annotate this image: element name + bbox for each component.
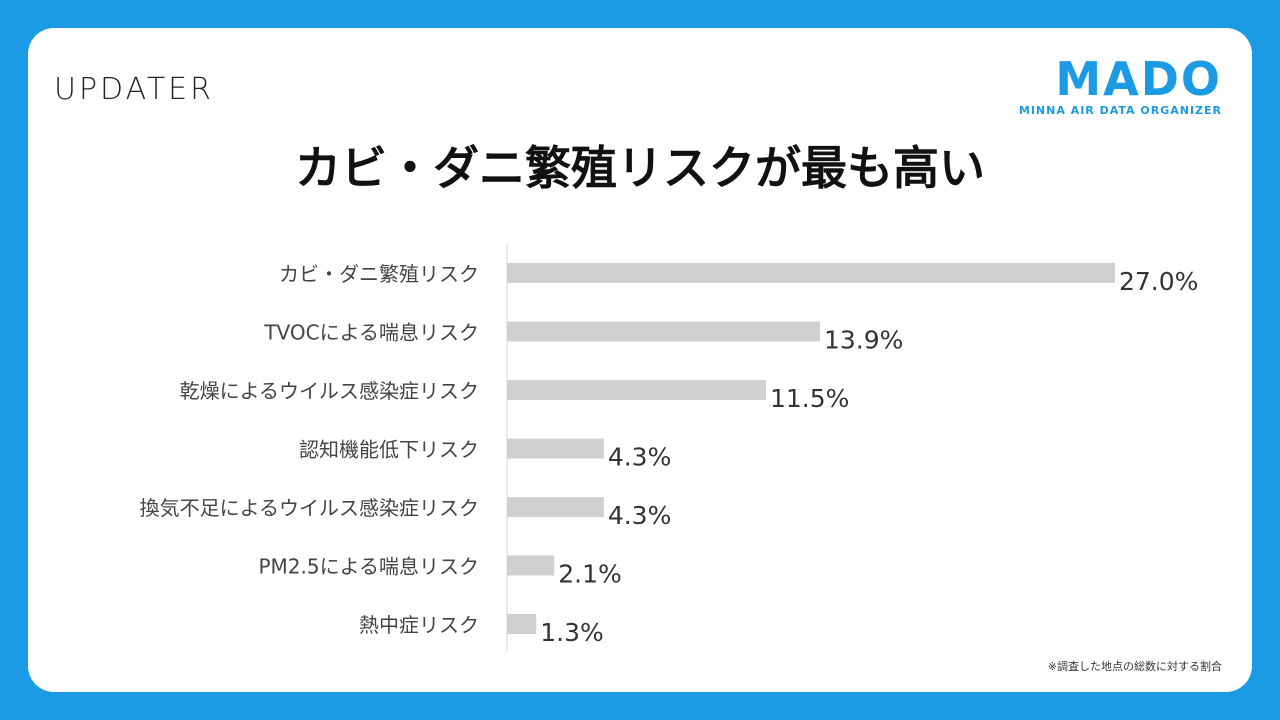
category-label: 換気不足によるウイルス感染症リスク — [140, 496, 479, 520]
category-label: 熱中症リスク — [359, 613, 479, 637]
mado-logo-tagline: MINNA AIR DATA ORGANIZER — [1018, 104, 1222, 117]
bar — [507, 614, 537, 634]
bar — [507, 438, 604, 459]
category-label: TVOCによる喘息リスク — [263, 321, 479, 345]
value-label: 4.3% — [608, 501, 672, 530]
category-label: カビ・ダニ繁殖リスク — [279, 262, 479, 286]
bar — [507, 263, 1115, 283]
value-label: 4.3% — [608, 443, 672, 472]
chart-title: カビ・ダニ繁殖リスクが最も高い — [295, 141, 985, 195]
updater-logo: UPDATER — [54, 72, 214, 107]
bar — [507, 321, 821, 342]
category-label: 乾燥によるウイルス感染症リスク — [180, 379, 479, 403]
value-label: 11.5% — [770, 384, 849, 413]
bar — [507, 380, 766, 400]
value-label: 27.0% — [1119, 267, 1198, 296]
mado-logo-word: MADO — [1055, 52, 1222, 106]
footnote: ※調査した地点の総数に対する割合 — [1047, 660, 1222, 673]
value-label: 1.3% — [540, 618, 604, 647]
chart-card: UPDATER MADO MINNA AIR DATA ORGANIZER カビ… — [28, 28, 1252, 692]
bar — [507, 497, 604, 517]
value-label: 2.1% — [558, 560, 622, 589]
category-label: PM2.5による喘息リスク — [258, 555, 479, 579]
category-label: 認知機能低下リスク — [299, 438, 479, 462]
value-label: 13.9% — [824, 326, 903, 355]
mado-logo: MADO MINNA AIR DATA ORGANIZER — [1019, 56, 1222, 117]
bar — [507, 555, 555, 576]
